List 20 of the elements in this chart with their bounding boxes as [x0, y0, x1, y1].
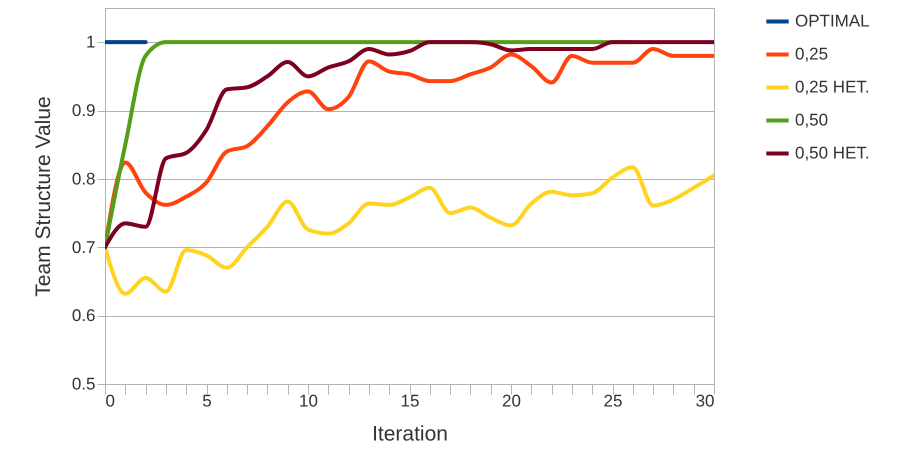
y-tick-label: 0.6: [72, 306, 96, 326]
y-tick-label: 0.5: [72, 374, 96, 394]
legend-label: 0,25 HET.: [795, 78, 870, 96]
y-tick-label: 0.7: [72, 238, 96, 257]
y-tick-label: 1: [86, 32, 96, 52]
x-tick-label: 20: [502, 392, 521, 410]
x-tick-label: 0: [106, 392, 115, 410]
legend-label: 0,50: [795, 110, 828, 130]
x-tick-label: 30: [696, 392, 714, 410]
x-tick-label: 5: [202, 392, 212, 410]
x-axis-title: Iteration: [372, 422, 448, 446]
y-axis-title: Team Structure Value: [32, 96, 55, 297]
y-tick-label: 0.9: [72, 101, 96, 120]
legend-label: 0,25: [795, 44, 828, 64]
y-tick-label: 0.8: [72, 169, 96, 188]
legend-label: OPTIMAL: [795, 12, 870, 30]
legend-label: 0,50 HET.: [795, 144, 870, 162]
x-tick-label: 25: [604, 392, 622, 410]
x-tick-label: 15: [400, 392, 420, 410]
x-tick-label: 10: [299, 392, 318, 410]
